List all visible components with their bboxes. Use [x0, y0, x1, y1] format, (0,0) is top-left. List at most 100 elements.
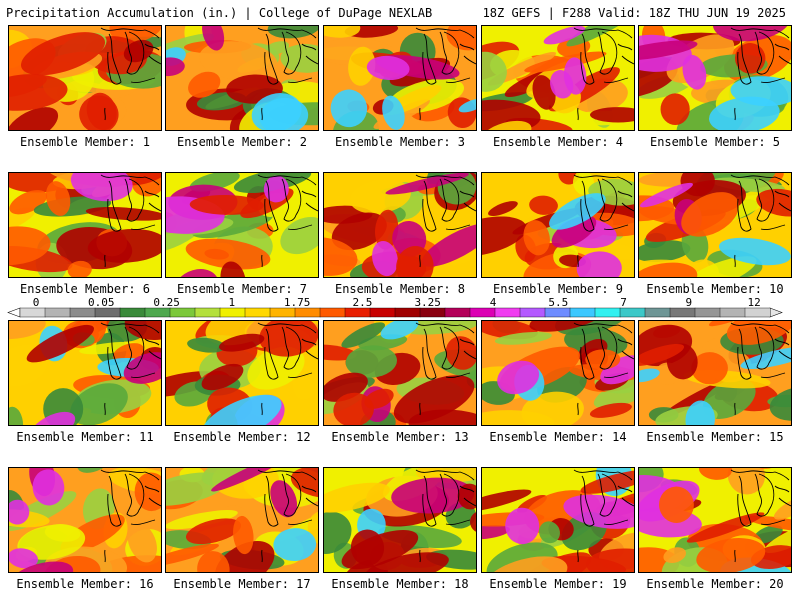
- precip-region: [566, 26, 634, 47]
- colorbar-swatch: [119, 307, 146, 318]
- precip-region: [197, 551, 230, 572]
- precip-region: [550, 70, 574, 99]
- ensemble-member-label: Ensemble Member: 20: [646, 577, 784, 591]
- precip-region: [396, 246, 434, 277]
- great-lakes-outline: [415, 469, 476, 527]
- precip-region: [187, 337, 226, 353]
- colorbar-tick-label: 2.5: [352, 296, 372, 309]
- precip-region: [324, 237, 358, 276]
- precip-region: [189, 195, 264, 215]
- precip-region: [67, 260, 92, 277]
- precip-region: [9, 107, 59, 130]
- coastline-fragment: [419, 254, 421, 268]
- precip-field: [324, 321, 476, 425]
- precip-region: [219, 333, 265, 352]
- precip-region: [341, 322, 386, 348]
- ensemble-map-13: [323, 320, 477, 426]
- precip-region: [445, 336, 476, 370]
- precip-region: [280, 44, 318, 73]
- coastline-fragment: [577, 107, 579, 121]
- coastline-fragment: [104, 549, 106, 563]
- ensemble-map-9: [481, 172, 635, 278]
- precip-region: [70, 173, 133, 202]
- precip-region: [494, 331, 552, 345]
- ensemble-map-19: [481, 467, 635, 573]
- precip-region: [773, 495, 791, 520]
- colorbar-swatch: [219, 307, 246, 318]
- great-lakes-outline: [573, 469, 634, 527]
- precip-region: [366, 55, 410, 81]
- ensemble-member-label: Ensemble Member: 8: [334, 282, 466, 296]
- colorbar-low-arrow: [7, 307, 21, 318]
- colorbar-swatch: [19, 307, 46, 318]
- precip-region: [273, 528, 317, 562]
- precip-region: [538, 521, 560, 544]
- precip-region: [32, 469, 65, 506]
- precip-region: [17, 524, 86, 560]
- precip-region: [9, 548, 39, 569]
- great-lakes-outline: [100, 27, 161, 85]
- precip-region: [682, 54, 707, 90]
- precip-region: [201, 468, 268, 486]
- ensemble-member-label: Ensemble Member: 7: [176, 282, 308, 296]
- precip-region: [333, 392, 374, 425]
- great-lakes-outline: [730, 469, 791, 527]
- precip-region: [202, 26, 225, 51]
- ensemble-map-4: [481, 25, 635, 131]
- coastline-fragment: [734, 549, 736, 563]
- coastline-fragment: [104, 107, 106, 121]
- ensemble-member-label: Ensemble Member: 10: [646, 282, 784, 296]
- precip-region: [124, 321, 161, 340]
- ensemble-map-5: [638, 25, 792, 131]
- colorbar-tick-label: 1: [228, 296, 235, 309]
- great-lakes-outline: [730, 27, 791, 85]
- precip-region: [123, 352, 161, 384]
- precip-region: [166, 543, 219, 568]
- precip-region: [324, 344, 357, 361]
- precip-region: [482, 216, 527, 257]
- precip-region: [488, 201, 518, 216]
- precip-region: [639, 368, 660, 383]
- precip-region: [523, 220, 550, 256]
- colorbar-swatch: [594, 307, 621, 318]
- precip-region: [639, 547, 680, 572]
- colorbar-swatch: [619, 307, 646, 318]
- ensemble-member-label: Ensemble Member: 3: [334, 135, 466, 149]
- precip-region: [639, 40, 698, 61]
- ensemble-member-label: Ensemble Member: 5: [649, 135, 781, 149]
- precip-field: [324, 173, 476, 277]
- precip-region: [264, 41, 290, 55]
- precip-region: [185, 518, 241, 545]
- coastline-fragment: [419, 107, 421, 121]
- coastline-fragment: [261, 107, 263, 121]
- precip-region: [482, 120, 532, 130]
- precip-region: [127, 522, 157, 563]
- colorbar-tick-label: 4: [490, 296, 497, 309]
- colorbar-swatch: [344, 307, 371, 318]
- precip-region: [166, 371, 219, 397]
- precip-field: [9, 468, 161, 572]
- colorbar-swatch: [394, 307, 421, 318]
- precip-region: [421, 223, 476, 267]
- precip-field: [166, 26, 318, 130]
- precip-region: [372, 240, 398, 277]
- great-lakes-outline: [730, 174, 791, 232]
- precip-region: [691, 352, 728, 385]
- coastline-fragment: [577, 549, 579, 563]
- precip-region: [549, 193, 606, 230]
- precip-region: [112, 343, 144, 363]
- precip-region: [698, 468, 733, 480]
- colorbar-swatch: [69, 307, 96, 318]
- coastline-fragment: [734, 107, 736, 121]
- precip-region: [711, 177, 785, 193]
- colorbar-swatch: [194, 307, 221, 318]
- coastline-fragment: [104, 254, 106, 268]
- precip-region: [685, 400, 715, 425]
- precip-region: [185, 238, 271, 270]
- ensemble-map-7: [165, 172, 319, 278]
- precip-region: [702, 378, 756, 419]
- ensemble-map-14: [481, 320, 635, 426]
- ensemble-member-label: Ensemble Member: 18: [331, 577, 469, 591]
- precip-region: [87, 228, 161, 263]
- coastline-fragment: [261, 549, 263, 563]
